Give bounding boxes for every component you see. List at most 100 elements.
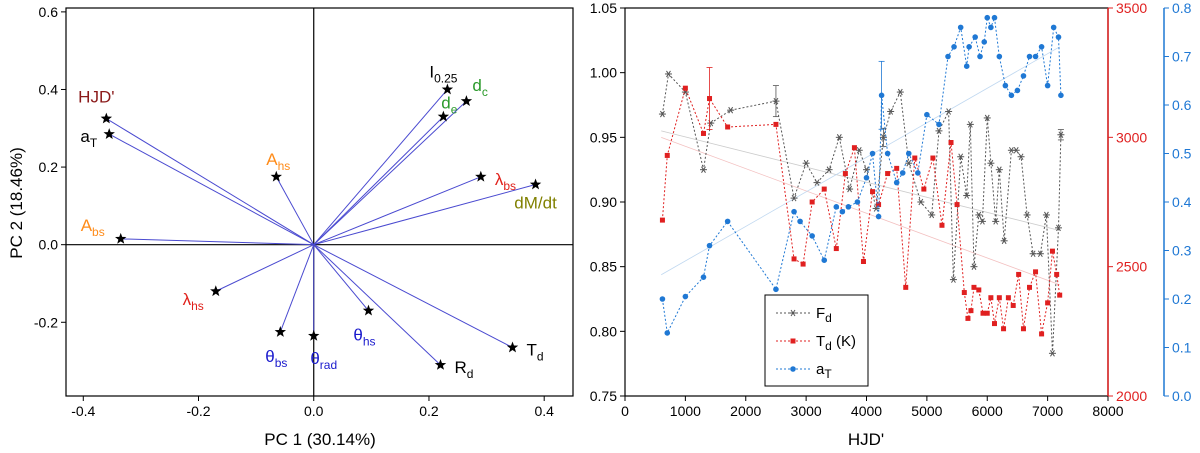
point-aT <box>706 242 713 249</box>
right_blue-tick-label: 0.0 <box>1172 388 1192 404</box>
point-fd <box>935 127 943 135</box>
point-fd <box>917 198 925 206</box>
point-aT <box>936 121 942 128</box>
point-aT <box>845 204 852 210</box>
point-tdK <box>860 258 866 264</box>
left-tick-label: 1.00 <box>590 65 617 81</box>
vector-star-lbs <box>475 170 487 182</box>
point-aT <box>988 24 994 31</box>
point-fd <box>978 218 986 225</box>
legend-item-fd: Fd <box>776 305 832 325</box>
point-aT <box>945 53 951 60</box>
vector-label-abs-sub: bs <box>92 225 105 239</box>
point-aT <box>996 53 1003 60</box>
point-tdK <box>1020 326 1026 332</box>
point-fd <box>987 159 995 167</box>
point-aT <box>981 39 988 45</box>
point-tdK <box>1001 326 1007 332</box>
point-tdK <box>876 202 882 208</box>
point-fd <box>846 185 854 193</box>
point-tdK <box>1039 331 1045 337</box>
point-tdK <box>976 287 982 293</box>
vector-label-hjd: HJD' <box>78 88 114 107</box>
vector-line-lbs <box>313 176 482 246</box>
vector-star-dmdt <box>529 178 542 190</box>
point-aT <box>1026 53 1033 60</box>
vector-star-abs <box>115 232 127 244</box>
vector-line-lhs <box>215 244 314 292</box>
point-aT <box>773 286 779 293</box>
point-tdK <box>961 290 967 296</box>
point-aT <box>991 14 998 21</box>
point-aT <box>1038 44 1045 50</box>
vector-star-trad <box>308 329 320 341</box>
point-aT <box>664 330 671 336</box>
ts-right-y-axis-temperature: 2000 2500 3000 3500 <box>1108 0 1147 404</box>
right_red-tick-label: 3500 <box>1116 0 1147 16</box>
vector-label-abs: Abs <box>81 216 105 239</box>
point-fd <box>699 166 707 173</box>
vector-line-dmdt <box>313 184 536 246</box>
point-fd <box>992 218 1000 225</box>
point-tdK <box>682 85 688 91</box>
pca-x-tick-label: 0.2 <box>419 403 439 419</box>
point-aT <box>833 204 840 210</box>
point-tdK <box>948 140 954 146</box>
right_blue-tick-label: 0.5 <box>1172 146 1192 162</box>
ts-x-tick-label: 6000 <box>972 403 1003 419</box>
point-aT <box>659 296 666 302</box>
point-fd <box>1048 350 1056 357</box>
ts-right-y-axis-at: 0.0 0.1 0.2 0.3 0.4 0.5 0.6 0.7 0.8 <box>1164 0 1192 404</box>
point-aT <box>1050 24 1057 31</box>
series-line-aT <box>661 17 1062 335</box>
vector-line-ths <box>313 244 369 311</box>
series-line-fd <box>661 72 1062 354</box>
vector-label-hjd-main: HJD' <box>78 88 114 107</box>
point-fd <box>1029 250 1037 258</box>
right_blue-tick-label: 0.1 <box>1172 340 1192 356</box>
pca-x-tick-label: -0.4 <box>71 403 95 419</box>
pca-x-tick-label: 0.4 <box>534 403 554 419</box>
point-tdK <box>809 199 815 205</box>
point-tdK <box>930 155 936 161</box>
point-fd <box>790 194 798 202</box>
point-tdK <box>870 189 876 195</box>
point-aT <box>797 218 803 225</box>
ts-left-y-axis: 0.75 0.80 0.85 0.90 0.95 1.00 1.05 <box>590 0 625 404</box>
point-tdK <box>988 295 994 301</box>
point-fd <box>970 263 978 270</box>
vector-label-lhs-sub: hs <box>191 299 204 313</box>
point-tdK <box>1027 284 1033 290</box>
vector-star-ahs <box>270 170 282 182</box>
point-aT <box>951 44 957 50</box>
vector-label-ahs-sub: hs <box>278 159 291 173</box>
point-tdK <box>971 284 977 290</box>
vector-label-trad-main: θ <box>310 349 319 368</box>
point-tdK <box>921 186 927 192</box>
point-aT <box>884 150 891 157</box>
point-tdK <box>991 321 997 327</box>
vector-star-rd <box>434 358 447 370</box>
vector-label-lbs-sub: bs <box>503 179 516 193</box>
point-fd <box>855 146 863 154</box>
right_blue-tick-label: 0.4 <box>1172 194 1192 210</box>
pca-y-tick-label: 0.0 <box>39 237 59 253</box>
point-tdK <box>833 246 839 252</box>
point-fd <box>983 114 991 122</box>
vector-label-ths-main: θ <box>353 326 362 345</box>
vector-label-dc-sub: c <box>482 85 488 99</box>
point-tdK <box>725 124 731 130</box>
vector-label-lbs: λbs <box>495 170 516 193</box>
point-aT <box>1044 82 1051 89</box>
vector-line-at <box>108 133 314 246</box>
point-fd <box>813 179 821 186</box>
point-fd <box>945 108 953 115</box>
point-tdK <box>968 308 974 314</box>
legend-marker-fd <box>789 309 797 317</box>
vector-label-i025-main: I <box>429 62 434 81</box>
ts-x-tick-label: 2000 <box>730 403 761 419</box>
legend-label-sub: d <box>825 339 832 353</box>
vector-label-rd: Rd <box>454 358 473 381</box>
point-tdK <box>821 186 827 192</box>
vector-label-lhs-main: λ <box>183 290 192 309</box>
